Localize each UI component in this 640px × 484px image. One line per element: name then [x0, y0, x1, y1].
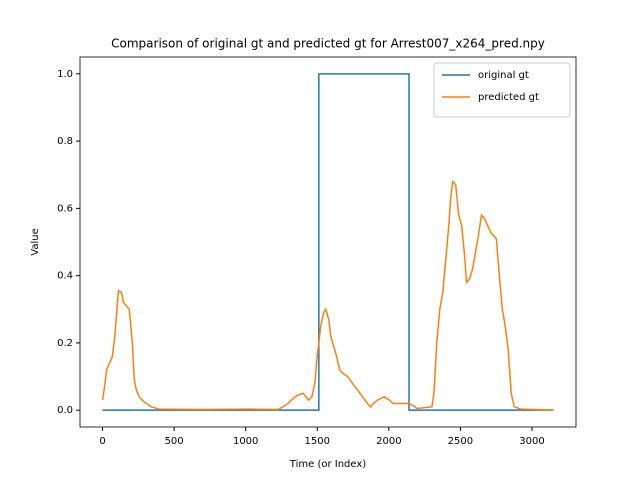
x-tick-label: 1500 — [305, 436, 330, 447]
legend-label: original gt — [478, 70, 529, 81]
x-tick-label: 2500 — [448, 436, 473, 447]
y-tick-label: 0.2 — [57, 338, 73, 349]
y-tick-label: 1.0 — [57, 69, 73, 80]
plot-frame — [79, 56, 577, 428]
legend-label: predicted gt — [478, 92, 539, 103]
x-tick-label: 500 — [165, 436, 184, 447]
x-tick-label: 0 — [99, 436, 105, 447]
chart-title: Comparison of original gt and predicted … — [111, 37, 545, 51]
line — [101, 179, 554, 411]
y-tick-label: 0.0 — [57, 405, 73, 416]
x-tick-label: 3000 — [519, 436, 544, 447]
y-tick-label: 0.6 — [57, 203, 73, 214]
x-tick-label: 1000 — [233, 436, 258, 447]
line — [102, 73, 554, 411]
legend-box — [433, 62, 571, 118]
y-axis-label: Value — [30, 228, 41, 255]
x-tick-label: 2000 — [376, 436, 401, 447]
y-tick-label: 0.4 — [57, 271, 73, 282]
x-axis-label: Time (or Index) — [289, 459, 366, 470]
y-tick-label: 0.8 — [57, 136, 73, 147]
